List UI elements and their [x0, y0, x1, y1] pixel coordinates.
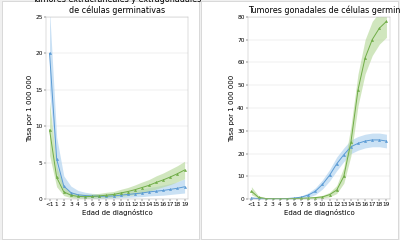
Y-axis label: Tasa por 1 000 000: Tasa por 1 000 000 — [229, 74, 235, 142]
Text: Tumores gonadales de células germinativas: Tumores gonadales de células germinativa… — [248, 5, 400, 15]
Y-axis label: Tasa por 1 000 000: Tasa por 1 000 000 — [27, 74, 33, 142]
X-axis label: Edad de diagnóstico: Edad de diagnóstico — [82, 210, 152, 216]
Title: Tumores extracraneales y extragonadales
de células germinativas: Tumores extracraneales y extragonadales … — [32, 0, 202, 15]
X-axis label: Edad de diagnóstico: Edad de diagnóstico — [284, 210, 354, 216]
